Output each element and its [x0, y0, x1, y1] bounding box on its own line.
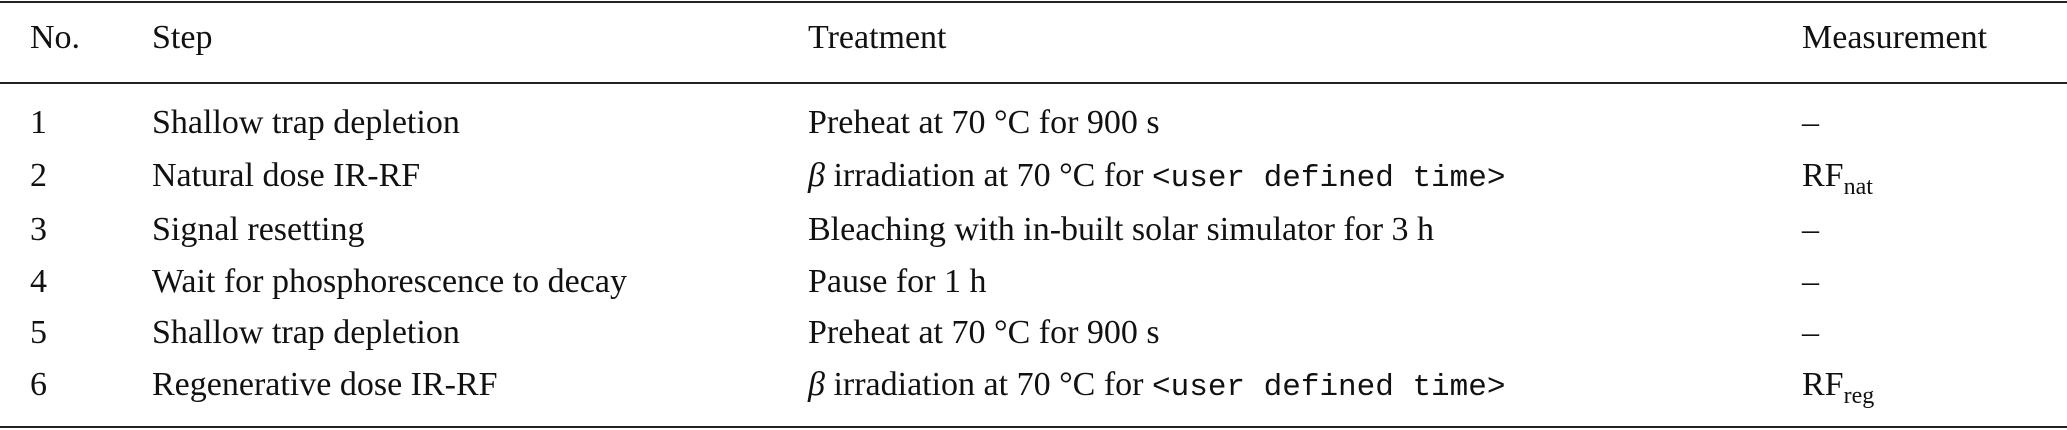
header-measurement: Measurement [1802, 19, 1988, 56]
row-treatment: Bleaching with in-built solar simulator … [808, 210, 1434, 253]
row-number: 3 [30, 211, 47, 248]
row-measurement: RFnat [1802, 156, 1873, 199]
row-measurement: – [1802, 210, 1819, 250]
beta-symbol: β [808, 366, 825, 403]
measurement-main: RF [1802, 366, 1844, 403]
row-step: Shallow trap depletion [152, 104, 460, 141]
row-measurement: RFreg [1802, 365, 1874, 408]
treatment-text: Preheat at 70 °C for 900 s [808, 314, 1160, 351]
row-measurement: – [1802, 262, 1819, 302]
row-treatment: Pause for 1 h [808, 262, 986, 305]
treatment-text: irradiation at 70 °C for [824, 366, 1153, 403]
row-measurement: – [1802, 313, 1819, 353]
header-rule [0, 82, 2067, 84]
measurement-main: – [1802, 263, 1819, 300]
beta-symbol: β [808, 157, 825, 194]
row-number: 6 [30, 366, 47, 403]
treatment-code: <user defined time> [1152, 370, 1506, 405]
bottom-rule [0, 426, 2067, 428]
row-step: Shallow trap depletion [152, 314, 460, 351]
row-step: Wait for phosphorescence to decay [152, 263, 627, 300]
row-treatment: Preheat at 70 °C for 900 s [808, 313, 1160, 356]
header-treatment: Treatment [808, 19, 947, 56]
row-number: 4 [30, 263, 47, 300]
row-number: 1 [30, 104, 47, 141]
row-number: 5 [30, 314, 47, 351]
measurement-main: – [1802, 314, 1819, 351]
treatment-text: Preheat at 70 °C for 900 s [808, 104, 1160, 141]
row-step: Natural dose IR-RF [152, 157, 421, 194]
row-treatment: β irradiation at 70 °C for <user defined… [808, 156, 1505, 199]
measurement-subscript: nat [1843, 174, 1873, 200]
measurement-main: – [1802, 104, 1819, 141]
row-step: Signal resetting [152, 211, 365, 248]
header-step: Step [152, 19, 213, 56]
row-treatment: β irradiation at 70 °C for <user defined… [808, 365, 1505, 408]
top-rule [0, 1, 2067, 3]
header-no: No. [30, 19, 81, 56]
row-step: Regenerative dose IR-RF [152, 366, 498, 403]
row-treatment: Preheat at 70 °C for 900 s [808, 103, 1160, 146]
treatment-text: Bleaching with in-built solar simulator … [808, 211, 1435, 248]
measurement-subscript: reg [1843, 383, 1875, 409]
row-measurement: – [1802, 103, 1819, 143]
measurement-main: RF [1802, 157, 1844, 194]
treatment-code: <user defined time> [1152, 161, 1506, 196]
treatment-text: Pause for 1 h [808, 263, 987, 300]
treatment-text: irradiation at 70 °C for [824, 157, 1153, 194]
row-number: 2 [30, 157, 47, 194]
measurement-main: – [1802, 211, 1819, 248]
